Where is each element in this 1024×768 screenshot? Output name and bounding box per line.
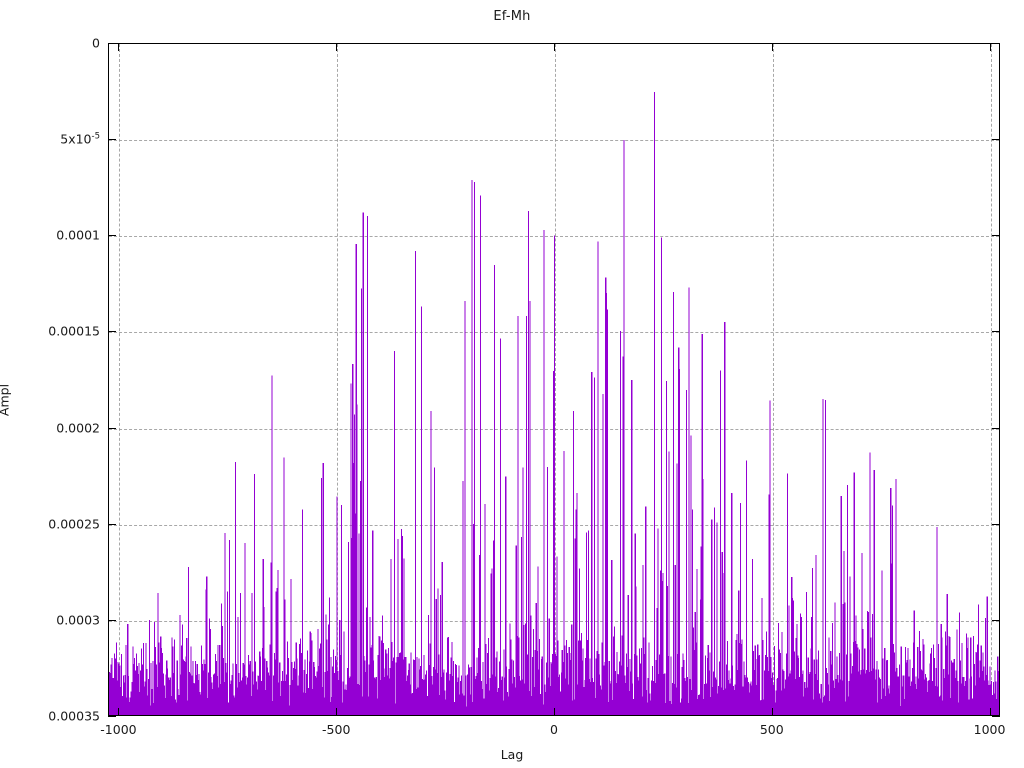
x-tick-mark bbox=[336, 708, 338, 716]
y-tick-mark bbox=[108, 716, 116, 717]
y-tick-mark bbox=[108, 427, 116, 429]
x-tick-mark bbox=[336, 43, 338, 51]
y-tick-mark bbox=[108, 619, 116, 621]
y-tick-mark bbox=[108, 139, 116, 141]
gridline-vertical bbox=[119, 44, 121, 715]
y-tick-label: 0.0001 bbox=[56, 227, 100, 243]
x-tick-label: 1000 bbox=[973, 722, 1006, 737]
gridline-vertical bbox=[990, 44, 992, 715]
impulse-path bbox=[109, 91, 999, 715]
x-tick-mark bbox=[989, 43, 991, 51]
gridline-horizontal bbox=[109, 140, 999, 142]
x-axis-title: Lag bbox=[500, 747, 524, 762]
gridline-vertical bbox=[555, 44, 556, 715]
x-tick-mark bbox=[118, 708, 120, 716]
x-tick-label: -1000 bbox=[100, 722, 137, 737]
y-tick-mark bbox=[992, 716, 1000, 717]
y-tick-mark bbox=[992, 331, 1000, 333]
y-tick-label: 0.00025 bbox=[48, 516, 100, 532]
y-tick-mark bbox=[992, 523, 1000, 525]
gridline-vertical bbox=[772, 44, 774, 715]
x-tick-label: 500 bbox=[759, 722, 784, 737]
y-axis-title: Ampl bbox=[0, 383, 12, 417]
x-tick-mark bbox=[554, 43, 555, 51]
series-svg bbox=[109, 91, 999, 715]
x-tick-mark bbox=[554, 708, 555, 716]
x-tick-label: 0 bbox=[550, 722, 558, 737]
x-tick-mark bbox=[771, 43, 773, 51]
impulse-series bbox=[109, 44, 999, 715]
x-tick-mark bbox=[989, 708, 991, 716]
y-tick-mark bbox=[992, 235, 1000, 237]
x-tick-mark bbox=[118, 43, 120, 51]
gridline-vertical bbox=[337, 44, 339, 715]
y-tick-label: 0.0002 bbox=[56, 420, 100, 436]
y-tick-mark bbox=[992, 427, 1000, 429]
y-tick-label: 0.00035 bbox=[48, 708, 100, 724]
y-tick-mark bbox=[992, 139, 1000, 141]
y-tick-mark bbox=[108, 331, 116, 333]
y-tick-label: 5x10-5 bbox=[60, 131, 100, 147]
y-tick-mark bbox=[992, 619, 1000, 621]
y-tick-mark bbox=[108, 523, 116, 525]
plot-area bbox=[108, 43, 1000, 716]
y-tick-label: 0.00015 bbox=[48, 323, 100, 339]
y-tick-label: 0.0003 bbox=[56, 612, 100, 628]
x-tick-label: -500 bbox=[322, 722, 351, 737]
y-tick-label: 0 bbox=[92, 35, 100, 51]
x-tick-mark bbox=[771, 708, 773, 716]
y-tick-mark bbox=[992, 43, 1000, 44]
y-tick-mark bbox=[108, 235, 116, 237]
chart-title: Ef-Mh bbox=[493, 9, 531, 24]
y-tick-mark bbox=[108, 43, 116, 44]
